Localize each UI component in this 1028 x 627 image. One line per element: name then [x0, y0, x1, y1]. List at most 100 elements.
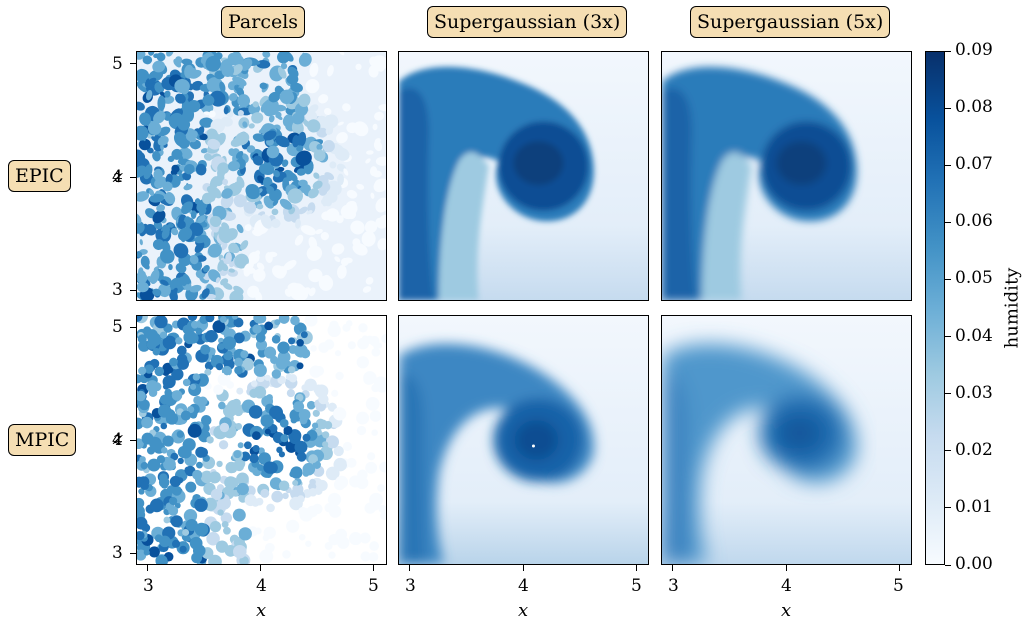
parcel-marker [215, 363, 224, 371]
parcel-marker [322, 441, 329, 448]
parcel-marker [308, 454, 318, 464]
parcel-marker [248, 405, 263, 419]
parcel-marker [176, 430, 185, 438]
parcel-marker [292, 134, 300, 148]
parcel-marker [265, 252, 273, 263]
parcel-marker [308, 104, 319, 113]
parcel-marker [263, 346, 277, 359]
parcel-marker [243, 441, 252, 450]
parcel-marker [228, 148, 236, 157]
parcel-marker [158, 283, 171, 298]
parcel-marker [343, 168, 349, 176]
parcel-marker [194, 498, 208, 512]
parcel-marker [228, 244, 240, 254]
parcel-marker [162, 335, 177, 350]
parcel-marker [161, 240, 171, 254]
parcel-marker [171, 148, 183, 160]
y-tick-mark [130, 177, 136, 178]
parcel-marker [302, 433, 311, 442]
parcel-marker [152, 150, 161, 162]
parcel-marker [137, 191, 150, 202]
parcel-marker [170, 515, 183, 528]
parcel-marker [142, 55, 153, 65]
parcel-marker [342, 103, 351, 112]
parcel-marker [280, 62, 288, 70]
parcel-marker [232, 508, 246, 522]
parcel-marker [295, 150, 312, 166]
y-tick-label: 4 [112, 430, 123, 450]
parcel-marker [250, 380, 258, 387]
parcel-marker [370, 192, 375, 199]
parcel-marker [173, 243, 189, 259]
parcel-marker [156, 455, 166, 464]
parcel-marker [278, 451, 286, 458]
parcel-marker [149, 269, 160, 284]
parcel-marker [182, 378, 191, 387]
parcel-marker [313, 365, 325, 377]
parcel-marker [256, 203, 264, 210]
parcel-marker [314, 487, 323, 495]
parcel-marker [336, 264, 347, 279]
parcel-marker [298, 179, 308, 187]
parcel-marker [356, 411, 370, 425]
parcel-marker [334, 458, 345, 468]
colorbar-tick-mark [945, 164, 951, 166]
parcel-marker [162, 383, 170, 390]
parcel-marker [229, 261, 235, 268]
parcel-marker [234, 357, 243, 367]
parcel-marker [252, 101, 259, 108]
parcel-marker [329, 161, 337, 169]
parcel-marker [194, 234, 209, 244]
parcel-marker [231, 64, 243, 76]
parcel-marker [183, 509, 198, 523]
parcel-marker [315, 228, 323, 235]
parcel-marker [219, 422, 230, 433]
parcel-marker [318, 393, 329, 405]
parcel-marker [293, 163, 306, 173]
parcel-marker [278, 480, 290, 491]
parcel-marker [174, 78, 190, 94]
panel-mpic-supergaussian-5x-image [662, 316, 911, 564]
x-tick-label: 3 [143, 576, 154, 596]
parcel-marker [369, 541, 380, 551]
parcel-marker [237, 94, 251, 107]
parcel-marker [218, 401, 226, 410]
panel-mpic-parcels [136, 315, 387, 565]
parcel-marker [378, 104, 386, 112]
parcel-marker [243, 263, 252, 277]
parcel-marker [137, 531, 145, 541]
parcel-marker [161, 228, 170, 240]
parcel-marker [240, 350, 249, 359]
parcel-marker [298, 206, 308, 215]
parcel-marker [236, 387, 244, 395]
parcel-marker [196, 461, 203, 469]
parcel-marker [181, 201, 193, 215]
parcel-marker [217, 372, 231, 386]
parcel-marker [356, 183, 365, 190]
parcel-marker [331, 536, 339, 544]
parcel-marker [165, 412, 179, 425]
parcel-marker [183, 183, 193, 191]
parcel-marker [352, 238, 361, 247]
parcel-marker [286, 389, 295, 398]
parcel-marker [223, 106, 229, 115]
parcel-marker [237, 110, 244, 117]
parcel-marker [144, 364, 154, 374]
parcel-marker [220, 512, 233, 524]
parcel-marker [154, 366, 165, 377]
parcel-marker [183, 163, 195, 175]
parcel-marker [264, 542, 275, 553]
parcel-marker [171, 390, 183, 401]
column-title-supergaussian-3x: Supergaussian (3x) [427, 6, 628, 38]
parcel-marker [298, 506, 308, 516]
parcel-marker [363, 373, 375, 385]
parcel-marker [347, 341, 356, 350]
parcel-marker [192, 469, 203, 480]
parcel-marker [252, 444, 260, 453]
parcel-marker [376, 62, 385, 72]
parcel-marker [208, 110, 216, 118]
parcel-marker [184, 216, 191, 223]
parcel-marker [176, 345, 187, 356]
parcel-marker [251, 60, 261, 65]
colorbar-tick-mark [945, 278, 951, 280]
